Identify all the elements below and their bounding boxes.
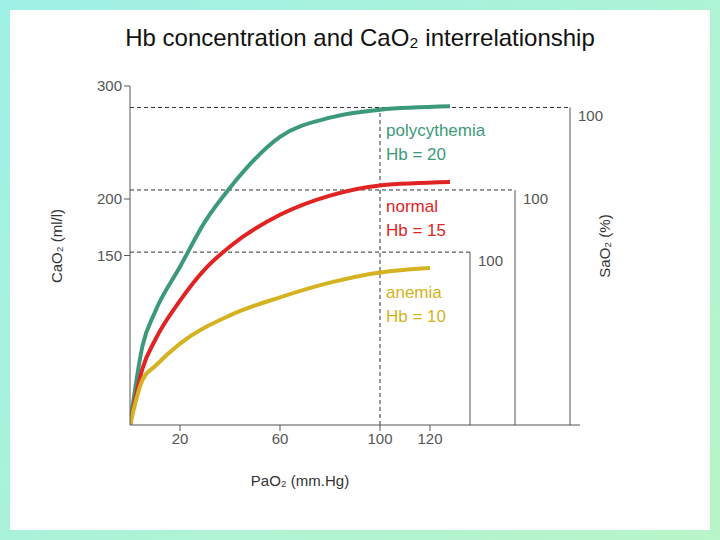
html-text:CaO₂ (ml/l): CaO₂ (ml/l) — [48, 208, 65, 284]
svg-text:20: 20 — [172, 430, 189, 447]
svg-text:300: 300 — [97, 77, 122, 94]
svg-text:100: 100 — [523, 190, 548, 207]
svg-text:100: 100 — [478, 252, 503, 269]
svg-text:anemiaHb = 10: anemiaHb = 10 — [386, 283, 446, 326]
html-text:SaO₂ (%): SaO₂ (%) — [596, 214, 613, 278]
svg-text:100: 100 — [367, 430, 392, 447]
svg-text:120: 120 — [417, 430, 442, 447]
html-text:PaO₂ (mm.Hg): PaO₂ (mm.Hg) — [250, 472, 350, 489]
svg-text:60: 60 — [272, 430, 289, 447]
svg-text:150: 150 — [97, 247, 122, 264]
svg-text:normalHb = 15: normalHb = 15 — [386, 197, 446, 240]
html-text:Hb concentration and CaO₂ inte: Hb concentration and CaO₂ interrelations… — [125, 24, 595, 51]
svg-text:200: 200 — [97, 190, 122, 207]
svg-text:100: 100 — [578, 107, 603, 124]
svg-text:polycythemiaHb = 20: polycythemiaHb = 20 — [386, 121, 486, 164]
